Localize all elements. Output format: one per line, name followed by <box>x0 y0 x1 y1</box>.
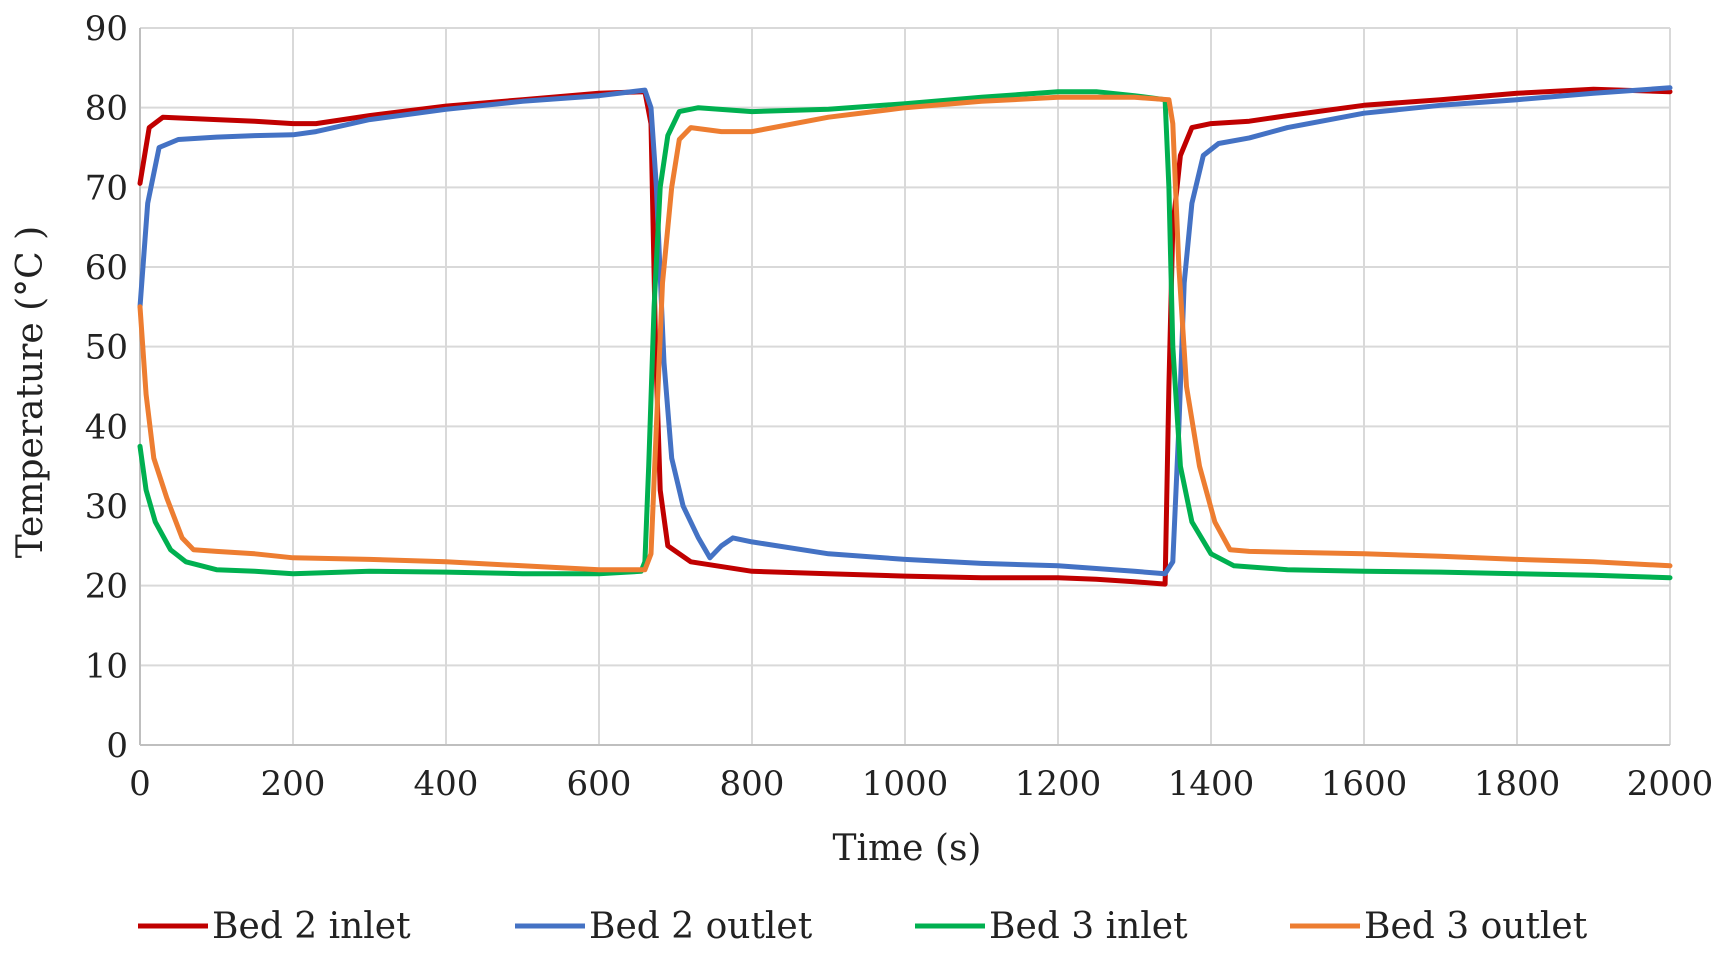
legend-label-bed-3-inlet: Bed 3 inlet <box>989 906 1188 947</box>
legend-label-bed-2-inlet: Bed 2 inlet <box>212 906 411 947</box>
x-tick-label: 1000 <box>862 764 949 804</box>
y-tick-label: 90 <box>85 9 128 49</box>
y-tick-label: 40 <box>85 407 128 447</box>
y-tick-label: 60 <box>85 248 128 288</box>
series-layer <box>137 85 1673 587</box>
tick-labels: 0 10 20 30 40 50 60 70 80 90 0 200 400 600 800 1000 1200… <box>85 9 1714 804</box>
series-line-bed-3-outlet <box>137 94 1673 573</box>
y-tick-label: 0 <box>106 726 128 766</box>
x-tick-label: 0 <box>129 764 151 804</box>
grid-layer <box>140 27 1671 745</box>
y-tick-label: 70 <box>85 168 128 208</box>
x-tick-label: 1800 <box>1474 764 1561 804</box>
x-tick-label: 1200 <box>1015 764 1102 804</box>
x-tick-label: 1600 <box>1321 764 1408 804</box>
x-tick-label: 1400 <box>1168 764 1255 804</box>
legend-label-bed-3-outlet: Bed 3 outlet <box>1364 906 1588 947</box>
x-tick-label: 2000 <box>1627 764 1714 804</box>
x-tick-label: 200 <box>261 764 326 804</box>
x-axis-title: Time (s) <box>833 828 982 869</box>
x-tick-label: 800 <box>720 764 785 804</box>
series-line-bed-2-outlet <box>137 85 1673 577</box>
legend-label-bed-2-outlet: Bed 2 outlet <box>589 906 813 947</box>
axis-layer <box>139 28 1670 746</box>
legend: Bed 2 inlet Bed 2 outlet Bed 3 inlet Bed 3 … <box>138 906 1588 947</box>
x-tick-label: 400 <box>414 764 479 804</box>
series-line-bed-2-inlet <box>137 86 1673 587</box>
y-tick-label: 20 <box>85 567 128 607</box>
series-line-bed-3-inlet <box>137 89 1673 581</box>
y-tick-label: 80 <box>85 89 128 129</box>
x-tick-label: 600 <box>567 764 632 804</box>
y-axis-title: Temperature (°C ) <box>10 226 51 558</box>
y-tick-label: 10 <box>85 646 128 686</box>
y-tick-label: 30 <box>85 487 128 527</box>
y-tick-label: 50 <box>85 328 128 368</box>
